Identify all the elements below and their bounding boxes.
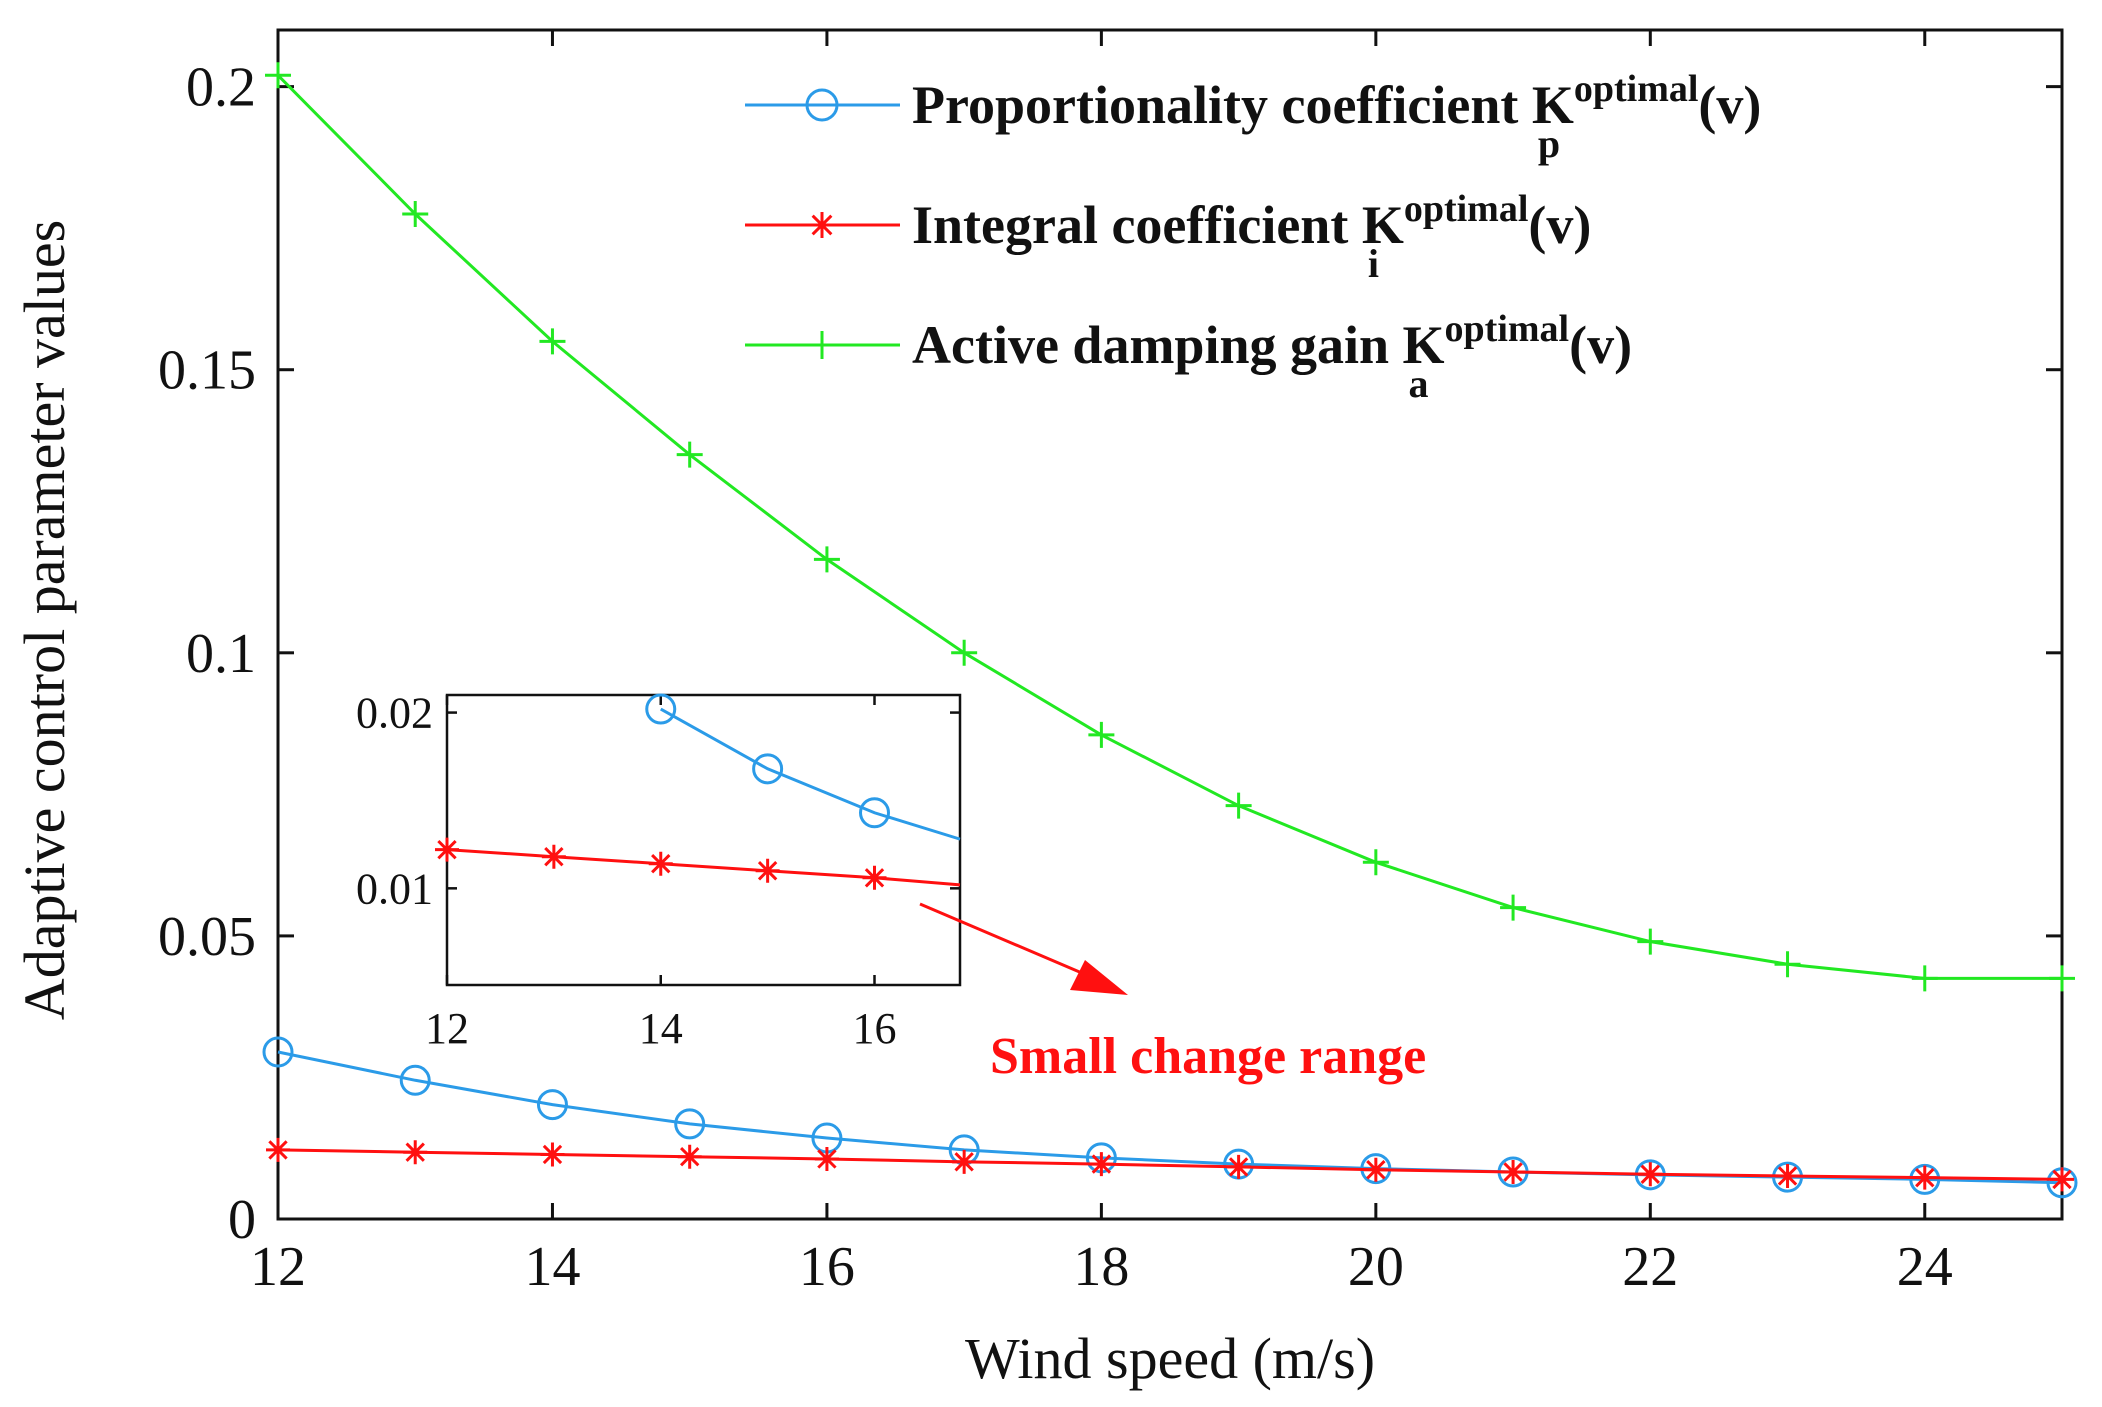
x-tick-label: 18	[1073, 1236, 1129, 1298]
inset-data-point	[859, 797, 890, 829]
y-tick-label: 0.05	[158, 906, 256, 968]
series-line	[276, 74, 2062, 980]
inset-x-tick-label: 12	[425, 1004, 469, 1053]
data-point	[266, 1137, 290, 1162]
y-tick-label: 0.15	[158, 340, 256, 402]
inset-data-point	[752, 753, 784, 785]
data-point	[399, 1064, 431, 1096]
inset-data-point	[645, 693, 677, 725]
main-plot: 12 14 16 18 20 22 24 0 0.05 0.1 0.15 0.2	[158, 28, 2078, 1298]
data-point	[674, 1108, 706, 1140]
legend-label: Proportionality coefficient Koptimal(v)	[912, 68, 1761, 135]
y-axis-label: Adaptive control parameter values	[12, 220, 77, 1020]
inset-series-line	[660, 707, 961, 841]
legend-label: Active damping gain Koptimal(v)	[912, 308, 1632, 375]
legend-marker	[808, 331, 836, 359]
data-point	[677, 1144, 702, 1169]
annotation-arrow-shaft	[919, 902, 1111, 987]
data-point	[814, 1146, 839, 1171]
data-point	[539, 328, 566, 355]
annotation: Small change range	[919, 902, 1426, 1085]
legend-marker	[805, 88, 839, 122]
data-point	[952, 1149, 977, 1174]
data-point	[540, 1142, 565, 1167]
data-point	[262, 1036, 294, 1068]
inset-data-point	[648, 851, 673, 876]
inset-plot: 12 14 16 0.01 0.02	[356, 689, 962, 1053]
data-point	[1911, 965, 1938, 992]
inset-data-point	[862, 865, 887, 890]
data-point	[403, 1140, 428, 1165]
data-point	[1501, 1160, 1526, 1185]
data-point	[1500, 894, 1527, 921]
data-point	[1637, 928, 1664, 955]
inset-series-line	[446, 848, 961, 887]
data-point	[1225, 792, 1252, 819]
legend-marker	[809, 212, 835, 238]
data-point	[1363, 1157, 1388, 1182]
legend: Proportionality coefficient Koptimal(v)p…	[745, 68, 1761, 406]
legend-subscript: i	[1368, 241, 1379, 286]
x-axis-label: Wind speed (m/s)	[965, 1326, 1375, 1391]
data-point	[1226, 1154, 1251, 1179]
x-tick-label: 22	[1622, 1236, 1678, 1298]
data-point	[2050, 1167, 2074, 1192]
data-point	[676, 441, 703, 468]
legend-subscript: p	[1538, 121, 1560, 166]
data-point	[1909, 1163, 1941, 1195]
inset-x-tick-label: 16	[853, 1004, 897, 1053]
x-tick-label: 20	[1348, 1236, 1404, 1298]
y-tick-label: 0.1	[186, 623, 256, 685]
y-tick-label: 0.2	[186, 57, 256, 119]
x-tick-label: 14	[524, 1236, 580, 1298]
inset-data-point	[541, 844, 566, 869]
inset-frame	[445, 693, 962, 987]
data-point	[951, 639, 978, 666]
data-point	[1638, 1162, 1663, 1187]
data-point	[1774, 951, 1801, 978]
inset-x-tick-label: 14	[639, 1004, 683, 1053]
legend-subscript: a	[1409, 361, 1429, 406]
x-tick-label: 16	[799, 1236, 855, 1298]
data-point	[536, 1089, 568, 1121]
data-point	[2049, 965, 2075, 992]
data-point	[1775, 1163, 1800, 1188]
data-point	[402, 201, 429, 228]
data-point	[1912, 1165, 1937, 1190]
data-point	[813, 546, 840, 573]
annotation-label: Small change range	[990, 1028, 1426, 1085]
inset-y-tick-label: 0.01	[356, 864, 433, 913]
x-tick-label: 24	[1897, 1236, 1953, 1298]
y-tick-label: 0	[228, 1189, 256, 1251]
x-tick-label: 12	[250, 1236, 306, 1298]
legend-label: Integral coefficient Koptimal(v)	[912, 188, 1591, 255]
data-point	[1088, 721, 1115, 748]
inset-data-point	[435, 837, 459, 862]
data-point	[265, 62, 291, 89]
data-point	[1089, 1152, 1114, 1177]
plot-frame	[276, 28, 2064, 1221]
inset-y-tick-label: 0.02	[356, 689, 433, 738]
annotation-arrow-head	[1070, 960, 1128, 995]
series-line	[277, 1148, 2063, 1181]
data-point	[1362, 849, 1389, 876]
inset-data-point	[755, 858, 780, 883]
